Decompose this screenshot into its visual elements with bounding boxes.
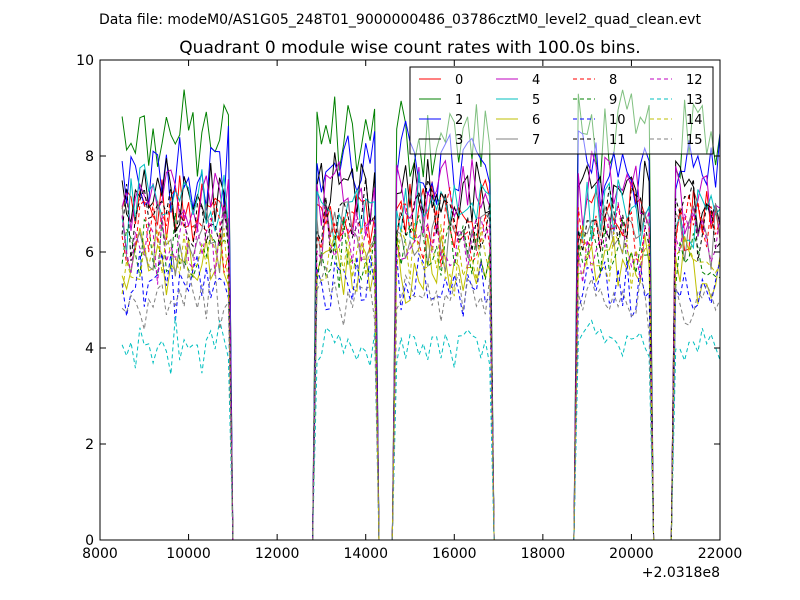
- x-offset-label: +2.0318e8: [642, 565, 720, 581]
- ticks-layer: 8000 10000 12000 14000 16000 18000 20000 22000 0…: [76, 53, 742, 562]
- series-line-11: [121, 177, 721, 541]
- series-line-9: [121, 212, 721, 541]
- y-tick-label: 4: [85, 341, 94, 357]
- x-tick-label: 16000: [432, 546, 477, 562]
- legend-label-4: 4: [532, 73, 540, 88]
- series-line-7: [121, 200, 721, 541]
- series-line-15: [121, 265, 721, 541]
- legend-label-15: 15: [686, 133, 703, 148]
- series-line-6: [121, 227, 721, 541]
- x-tick-label: 10000: [166, 546, 211, 562]
- legend-label-14: 14: [686, 113, 703, 128]
- legend-label-2: 2: [455, 113, 463, 128]
- legend-label-10: 10: [609, 113, 626, 128]
- legend-label-5: 5: [532, 93, 540, 108]
- x-tick-label: 22000: [698, 546, 743, 562]
- legend-box: [409, 66, 714, 155]
- chart-title: Quadrant 0 module wise count rates with …: [179, 38, 640, 58]
- legend-label-11: 11: [609, 133, 626, 148]
- x-tick-label: 14000: [343, 546, 388, 562]
- series-line-8: [121, 186, 721, 541]
- x-tick-label: 8000: [82, 546, 118, 562]
- legend-label-6: 6: [532, 113, 540, 128]
- y-tick-label: 8: [85, 149, 94, 165]
- data-file-label: Data file: modeM0/AS1G05_248T01_90000004…: [99, 12, 701, 28]
- legend-label-12: 12: [686, 73, 703, 88]
- x-tick-label: 20000: [609, 546, 654, 562]
- legend-label-0: 0: [455, 73, 463, 88]
- series-line-12: [121, 202, 721, 541]
- y-tick-label: 10: [76, 53, 94, 69]
- legend-label-9: 9: [609, 93, 617, 108]
- legend-label-3: 3: [455, 133, 463, 148]
- series-line-5: [121, 163, 721, 541]
- y-tick-label: 0: [85, 533, 94, 549]
- legend-label-8: 8: [609, 73, 617, 88]
- legend-label-7: 7: [532, 133, 540, 148]
- x-tick-label: 12000: [255, 546, 300, 562]
- y-tick-label: 2: [85, 437, 94, 453]
- y-tick-label: 6: [85, 245, 94, 261]
- legend-label-1: 1: [455, 93, 463, 108]
- plot-frame: [99, 59, 721, 541]
- series-line-2: [121, 120, 721, 541]
- x-tick-label: 18000: [521, 546, 566, 562]
- legend-label-13: 13: [686, 93, 703, 108]
- series-line-3: [121, 152, 721, 541]
- series-layer: [121, 89, 721, 541]
